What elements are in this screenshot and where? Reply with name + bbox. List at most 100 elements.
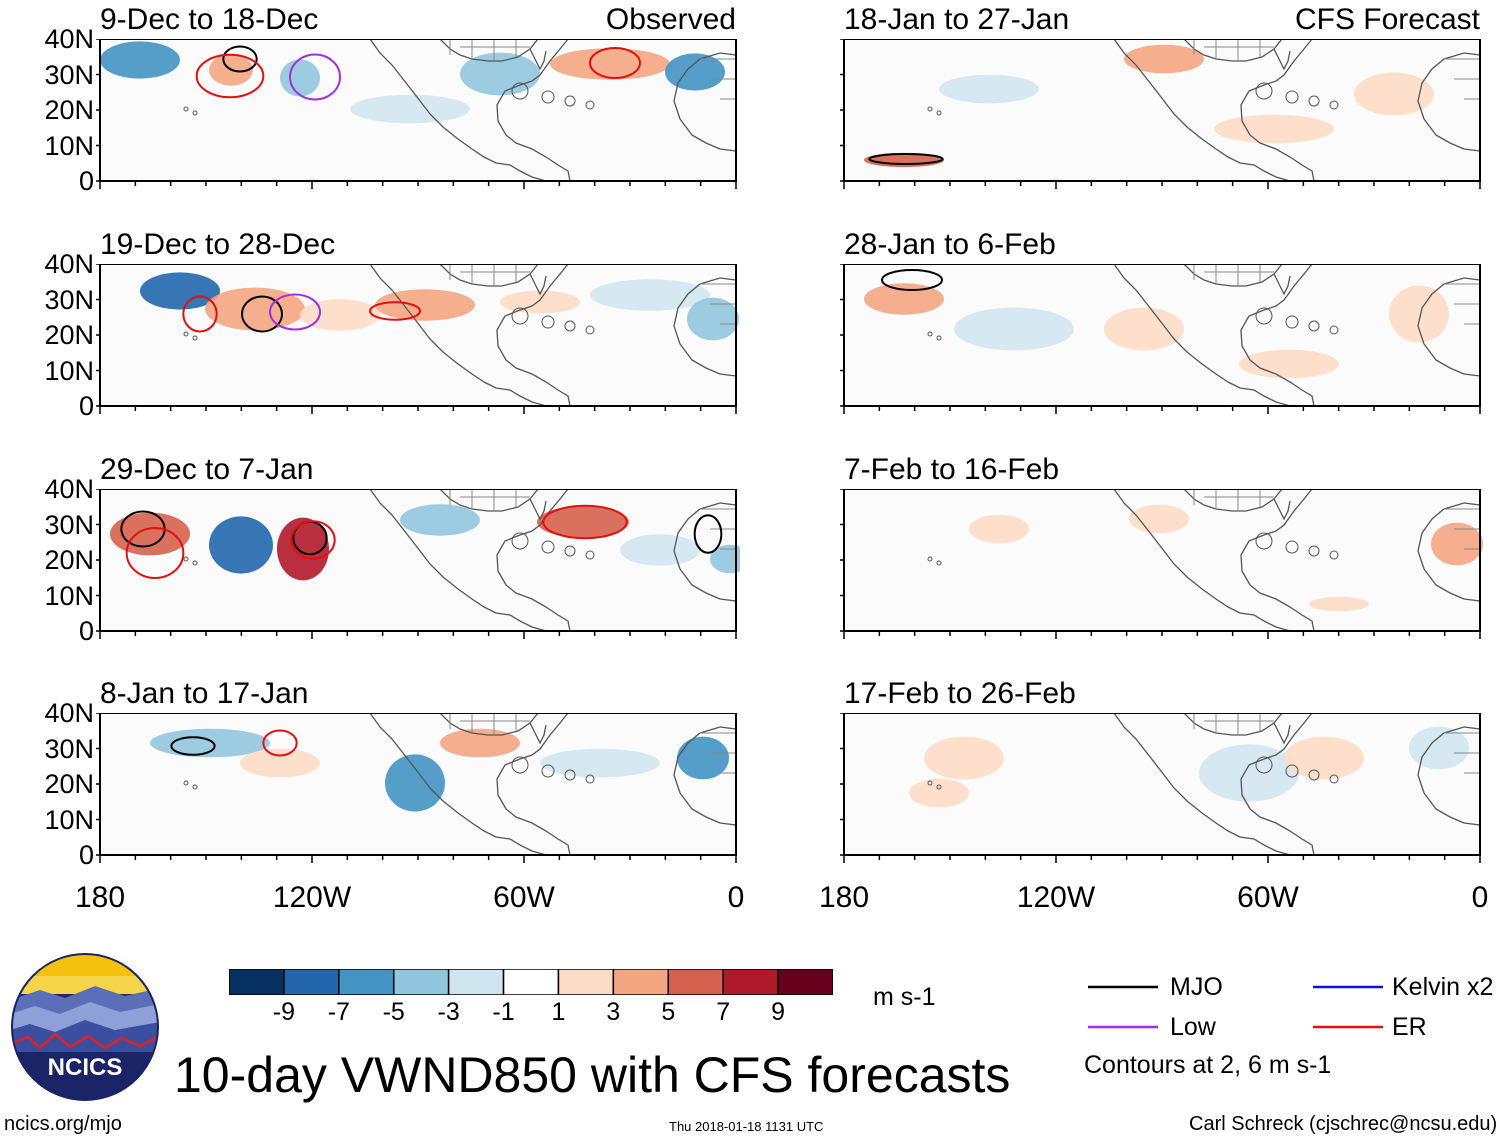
wave-contour	[589, 47, 641, 79]
wave-contour	[693, 514, 723, 554]
wave-contour	[125, 527, 185, 579]
colorbar-swatch	[722, 969, 779, 995]
anomaly-blob	[100, 41, 180, 79]
colorbar-tick: 7	[716, 998, 731, 1026]
coastline	[439, 39, 539, 62]
lat-label: 30N	[44, 284, 94, 315]
lat-label: 10N	[44, 355, 94, 386]
panel-title: 18-Jan to 27-Jan	[844, 3, 1070, 36]
coastline	[1417, 726, 1481, 826]
colorbar-tick: -9	[272, 998, 296, 1026]
coastline	[673, 726, 737, 826]
anomaly-blob	[350, 94, 470, 124]
island	[1308, 769, 1320, 781]
anomaly-blob	[150, 728, 270, 758]
island	[192, 560, 198, 566]
border-lines	[1193, 713, 1480, 774]
colorbar-tick: 1	[551, 998, 566, 1026]
footer-credit: Carl Schreck (cjschrec@ncsu.edu)	[1189, 1113, 1498, 1135]
island	[1255, 307, 1273, 325]
island	[511, 82, 529, 100]
lon-label: 120W	[1016, 881, 1096, 914]
island	[183, 556, 189, 562]
anomaly-blob	[954, 307, 1074, 351]
wave-contour	[241, 295, 283, 333]
colorbar-swatch	[557, 969, 615, 995]
legend-label-mjo: MJO	[1170, 973, 1223, 1001]
coastline	[439, 713, 539, 736]
island	[936, 110, 942, 116]
island	[927, 106, 933, 112]
colorbar-tick: -5	[382, 998, 405, 1026]
anomaly-blob	[1214, 114, 1334, 144]
anomaly-blob	[1124, 44, 1204, 74]
coastline	[673, 277, 737, 377]
coastline	[439, 489, 539, 512]
anomaly-blob	[240, 748, 320, 778]
map-panel	[840, 264, 1481, 414]
colorbar-swatch	[667, 969, 724, 995]
panel-title: 9-Dec to 18-Dec	[100, 3, 319, 36]
panel-title: 8-Jan to 17-Jan	[100, 677, 309, 710]
anomaly-blob	[385, 754, 445, 812]
island	[1255, 756, 1273, 774]
island	[192, 335, 198, 341]
colorbar-tick: -1	[492, 998, 515, 1026]
lon-label: 120W	[272, 881, 352, 914]
wave-contour	[182, 295, 218, 333]
footer-url[interactable]: ncics.org/mjo	[4, 1113, 122, 1135]
coastline	[529, 273, 547, 296]
lat-label: 0	[78, 616, 94, 646]
wave-contour	[222, 45, 258, 73]
anomaly-blob	[1199, 744, 1299, 802]
anomaly-blob	[1309, 596, 1369, 612]
lat-label: 10N	[44, 804, 94, 835]
panel-title: 7-Feb to 16-Feb	[844, 453, 1060, 486]
lat-label: 0	[78, 166, 94, 196]
colorbar-swatch	[392, 969, 450, 995]
footer-timestamp: Thu 2018-01-18 1131 UTC	[669, 1119, 824, 1134]
island	[936, 784, 942, 790]
anomaly-blob	[909, 778, 969, 808]
anomaly-blob	[540, 748, 660, 778]
lat-label: 40N	[44, 474, 94, 504]
coastline	[529, 48, 547, 71]
lat-label: 40N	[44, 24, 94, 54]
colorbar-swatch	[338, 969, 395, 995]
map-panel	[840, 39, 1481, 189]
anomaly-blob	[537, 506, 629, 538]
island	[511, 532, 529, 550]
wave-contour	[369, 301, 421, 321]
anomaly-blob	[1104, 307, 1184, 351]
anomaly-blob	[710, 544, 740, 574]
island	[1308, 95, 1320, 107]
island	[1285, 90, 1299, 104]
lat-label: 20N	[44, 769, 94, 799]
coastline	[673, 52, 737, 152]
island	[585, 550, 595, 560]
island	[1329, 100, 1339, 110]
wave-contour	[289, 53, 341, 101]
wave-contour	[262, 729, 298, 757]
lat-label: 40N	[44, 249, 94, 279]
border-lines	[1193, 489, 1480, 550]
anomaly-blob	[590, 279, 710, 311]
legend-label-low: Low	[1170, 1013, 1216, 1041]
anomaly-blob	[277, 517, 329, 581]
island	[564, 95, 576, 107]
island	[183, 331, 189, 337]
anomaly-blob	[140, 272, 220, 310]
border-lines	[449, 39, 736, 100]
island	[1329, 325, 1339, 335]
forecast-label: CFS Forecast	[1294, 3, 1480, 36]
legend-lines-right	[1313, 985, 1383, 1029]
colorbar-tick: 5	[661, 998, 676, 1026]
lat-label: 20N	[44, 95, 94, 125]
island	[585, 774, 595, 784]
lat-label: 30N	[44, 733, 94, 764]
colorbar	[229, 969, 833, 995]
map-panel	[96, 489, 740, 639]
border-lines	[449, 489, 736, 550]
coastline	[1273, 273, 1291, 296]
lat-label: 40N	[44, 698, 94, 728]
